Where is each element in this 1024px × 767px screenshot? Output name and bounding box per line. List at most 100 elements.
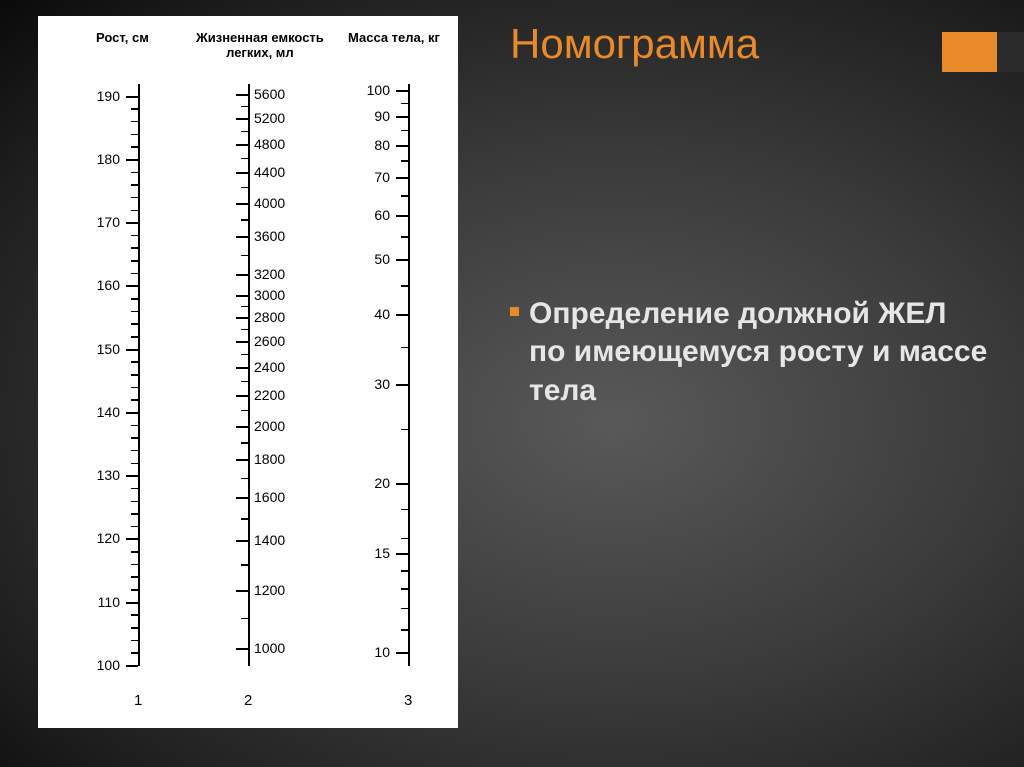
tick-minor xyxy=(401,538,408,540)
tick-major xyxy=(236,144,248,146)
tick-major xyxy=(126,285,138,287)
tick-major xyxy=(236,540,248,542)
tick-major xyxy=(126,96,138,98)
column-axis-mass xyxy=(408,84,410,666)
tick-label: 2600 xyxy=(254,333,285,349)
tick-major xyxy=(126,222,138,224)
tick-minor xyxy=(131,501,138,503)
tick-minor xyxy=(401,570,408,572)
column-header-vc: Жизненная емкость легких, мл xyxy=(196,30,324,60)
tick-label: 190 xyxy=(97,88,120,104)
tick-major xyxy=(126,665,138,667)
tick-minor xyxy=(131,336,138,338)
tick-minor xyxy=(401,236,408,238)
tick-label: 110 xyxy=(98,594,120,610)
tick-label: 90 xyxy=(374,108,390,124)
tick-major xyxy=(396,145,408,147)
tick-major xyxy=(396,259,408,261)
tick-label: 15 xyxy=(374,545,390,561)
tick-minor xyxy=(241,518,248,520)
tick-label: 180 xyxy=(97,151,120,167)
tick-minor xyxy=(131,235,138,237)
tick-minor xyxy=(401,347,408,349)
tick-minor xyxy=(131,652,138,654)
tick-minor xyxy=(241,329,248,331)
tick-major xyxy=(236,459,248,461)
column-axis-height xyxy=(138,84,140,666)
tick-major xyxy=(236,497,248,499)
tick-minor xyxy=(241,306,248,308)
accent-dark xyxy=(997,32,1024,72)
tick-major xyxy=(236,395,248,397)
tick-minor xyxy=(131,374,138,376)
tick-label: 50 xyxy=(374,251,390,267)
tick-minor xyxy=(131,260,138,262)
tick-label: 5600 xyxy=(254,86,285,102)
tick-label: 150 xyxy=(97,341,120,357)
column-axis-vc xyxy=(248,84,250,666)
tick-major xyxy=(126,412,138,414)
tick-major xyxy=(236,203,248,205)
tick-major xyxy=(236,118,248,120)
tick-minor xyxy=(131,425,138,427)
tick-minor xyxy=(131,197,138,199)
tick-minor xyxy=(241,106,248,108)
tick-minor xyxy=(401,629,408,631)
nomogram-panel: Рост, см1901801701601501401301201101001Ж… xyxy=(38,16,458,728)
column-header-height: Рост, см xyxy=(96,30,149,45)
tick-label: 4400 xyxy=(254,164,285,180)
tick-minor xyxy=(401,285,408,287)
tick-minor xyxy=(131,247,138,249)
tick-major xyxy=(396,314,408,316)
tick-label: 170 xyxy=(97,214,120,230)
tick-major xyxy=(396,177,408,179)
accent-orange xyxy=(942,32,997,72)
tick-label: 1600 xyxy=(254,489,285,505)
tick-minor xyxy=(131,298,138,300)
tick-label: 30 xyxy=(374,376,390,392)
tick-label: 2400 xyxy=(254,359,285,375)
tick-minor xyxy=(131,146,138,148)
tick-minor xyxy=(241,381,248,383)
tick-label: 1800 xyxy=(254,451,285,467)
tick-major xyxy=(396,553,408,555)
tick-minor xyxy=(131,437,138,439)
tick-minor xyxy=(131,576,138,578)
tick-minor xyxy=(241,442,248,444)
tick-label: 140 xyxy=(97,404,120,420)
tick-label: 100 xyxy=(97,657,120,673)
tick-minor xyxy=(131,361,138,363)
tick-label: 5200 xyxy=(254,110,285,126)
tick-minor xyxy=(131,513,138,515)
bullet-icon xyxy=(510,307,519,316)
tick-minor xyxy=(131,134,138,136)
tick-major xyxy=(396,384,408,386)
tick-major xyxy=(236,295,248,297)
tick-major xyxy=(126,475,138,477)
tick-minor xyxy=(131,627,138,629)
tick-label: 1400 xyxy=(254,532,285,548)
tick-major xyxy=(396,116,408,118)
tick-label: 3200 xyxy=(254,266,285,282)
tick-minor xyxy=(241,131,248,133)
tick-label: 4000 xyxy=(254,195,285,211)
tick-label: 2800 xyxy=(254,309,285,325)
bullet-block: Определение должной ЖЕЛ по имеющемуся ро… xyxy=(510,295,990,410)
tick-label: 3000 xyxy=(254,287,285,303)
tick-major xyxy=(236,648,248,650)
tick-minor xyxy=(131,614,138,616)
tick-major xyxy=(236,590,248,592)
tick-minor xyxy=(241,255,248,257)
tick-minor xyxy=(131,589,138,591)
tick-major xyxy=(396,483,408,485)
tick-minor xyxy=(131,273,138,275)
tick-minor xyxy=(131,311,138,313)
tick-major xyxy=(126,602,138,604)
tick-minor xyxy=(401,160,408,162)
tick-label: 20 xyxy=(374,475,390,491)
tick-minor xyxy=(131,640,138,642)
column-number-vc: 2 xyxy=(244,692,252,709)
tick-minor xyxy=(241,564,248,566)
tick-minor xyxy=(401,509,408,511)
tick-minor xyxy=(401,429,408,431)
